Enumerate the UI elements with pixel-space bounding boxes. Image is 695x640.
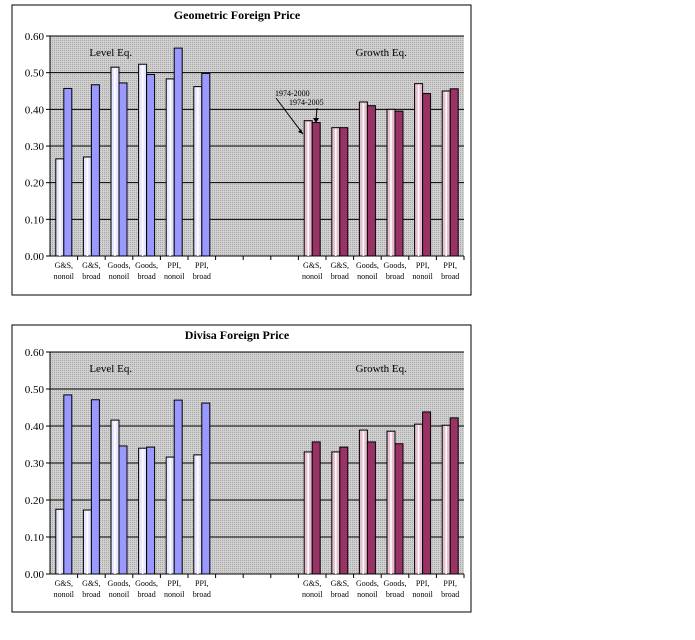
y-tick-label: 0.00 [25, 569, 45, 581]
y-tick-label: 0.30 [25, 458, 45, 470]
bar-level-1974-2005 [146, 74, 156, 257]
bar-level-1974-2005 [118, 445, 128, 575]
x-tick-label: PPI, broad [441, 261, 459, 281]
chart-geometric-foreign-price: Geometric Foreign Price 0.00 0.10 0.20 0.30 0… [11, 4, 472, 296]
group-label-level: Level Eq. [89, 47, 132, 59]
annotation-1974-2005: 1974-2005 [289, 98, 324, 107]
bar-level-1974-2005 [63, 87, 73, 257]
bar-growth-1974-2005 [449, 88, 459, 257]
bar-growth-1974-2005 [449, 417, 459, 575]
bar-growth-1974-2005 [422, 93, 432, 257]
bar-growth-1974-2005 [394, 443, 404, 575]
y-tick-label: 0.60 [25, 31, 45, 43]
x-tick-label: Goods, nonoil [356, 579, 379, 599]
x-tick-label: G&S, broad [331, 579, 349, 599]
x-tick-label: Goods, nonoil [108, 261, 131, 281]
bar-level-1974-2005 [201, 402, 211, 575]
bar-growth-1974-2005 [339, 446, 349, 575]
y-tick-label: 0.10 [25, 532, 45, 544]
y-tick-label: 0.30 [25, 141, 45, 153]
x-tick-label: G&S, broad [82, 261, 100, 281]
x-tick-label: Goods, nonoil [356, 261, 379, 281]
bar-level-1974-2005 [173, 47, 183, 257]
bar-growth-1974-2005 [394, 110, 404, 257]
bar-growth-1974-2005 [366, 441, 376, 575]
chart-title: Divisa Foreign Price [185, 328, 290, 342]
y-tick-label: 0.10 [25, 214, 45, 226]
bar-level-1974-2005 [90, 84, 100, 257]
x-tick-label: PPI, nonoil [412, 579, 433, 599]
x-tick-label: G&S, broad [82, 579, 100, 599]
x-tick-label: PPI, nonoil [164, 579, 185, 599]
bar-growth-1974-2005 [311, 122, 321, 257]
bar-growth-1974-2005 [366, 105, 376, 257]
annotation-arrow [275, 97, 304, 135]
x-tick-label: PPI, broad [193, 261, 211, 281]
y-tick-label: 0.50 [25, 68, 45, 80]
bar-level-1974-2005 [146, 446, 156, 575]
chart-title: Geometric Foreign Price [174, 8, 301, 22]
x-tick-label: Goods, broad [384, 261, 407, 281]
x-tick-label: Goods, broad [135, 261, 158, 281]
bar-growth-1974-2005 [311, 441, 321, 575]
x-tick-label: G&S, nonoil [54, 579, 75, 599]
x-tick-label: Goods, nonoil [108, 579, 131, 599]
x-tick-label: PPI, broad [193, 579, 211, 599]
y-tick-label: 0.40 [25, 104, 45, 116]
bar-growth-1974-2005 [422, 411, 432, 575]
annotation-1974-2000: 1974-2000 [275, 89, 310, 98]
y-tick-label: 0.00 [25, 251, 45, 263]
x-tick-label: PPI, broad [441, 579, 459, 599]
x-tick-label: G&S, broad [331, 261, 349, 281]
x-tick-label: G&S, nonoil [302, 261, 323, 281]
bar-level-1974-2005 [63, 394, 73, 575]
group-label-level: Level Eq. [89, 363, 132, 375]
chart-divisa-foreign-price: Divisa Foreign Price 0.00 0.10 0.20 0.30 0.40… [11, 324, 472, 613]
x-tick-label: Goods, broad [135, 579, 158, 599]
x-tick-label: G&S, nonoil [302, 579, 323, 599]
y-tick-label: 0.60 [25, 347, 45, 359]
group-label-growth: Growth Eq. [356, 363, 408, 375]
y-tick-label: 0.50 [25, 384, 45, 396]
bar-growth-1974-2005 [339, 127, 349, 257]
bar-level-1974-2005 [173, 399, 183, 575]
y-tick-label: 0.20 [25, 495, 45, 507]
x-tick-label: PPI, nonoil [164, 261, 185, 281]
group-label-growth: Growth Eq. [356, 47, 408, 59]
y-tick-label: 0.20 [25, 178, 45, 190]
y-tick-label: 0.40 [25, 421, 45, 433]
bar-level-1974-2005 [90, 399, 100, 575]
x-tick-label: Goods, broad [384, 579, 407, 599]
x-tick-label: PPI, nonoil [412, 261, 433, 281]
bar-level-1974-2005 [118, 82, 128, 257]
x-tick-label: G&S, nonoil [54, 261, 75, 281]
bar-level-1974-2005 [201, 72, 211, 257]
